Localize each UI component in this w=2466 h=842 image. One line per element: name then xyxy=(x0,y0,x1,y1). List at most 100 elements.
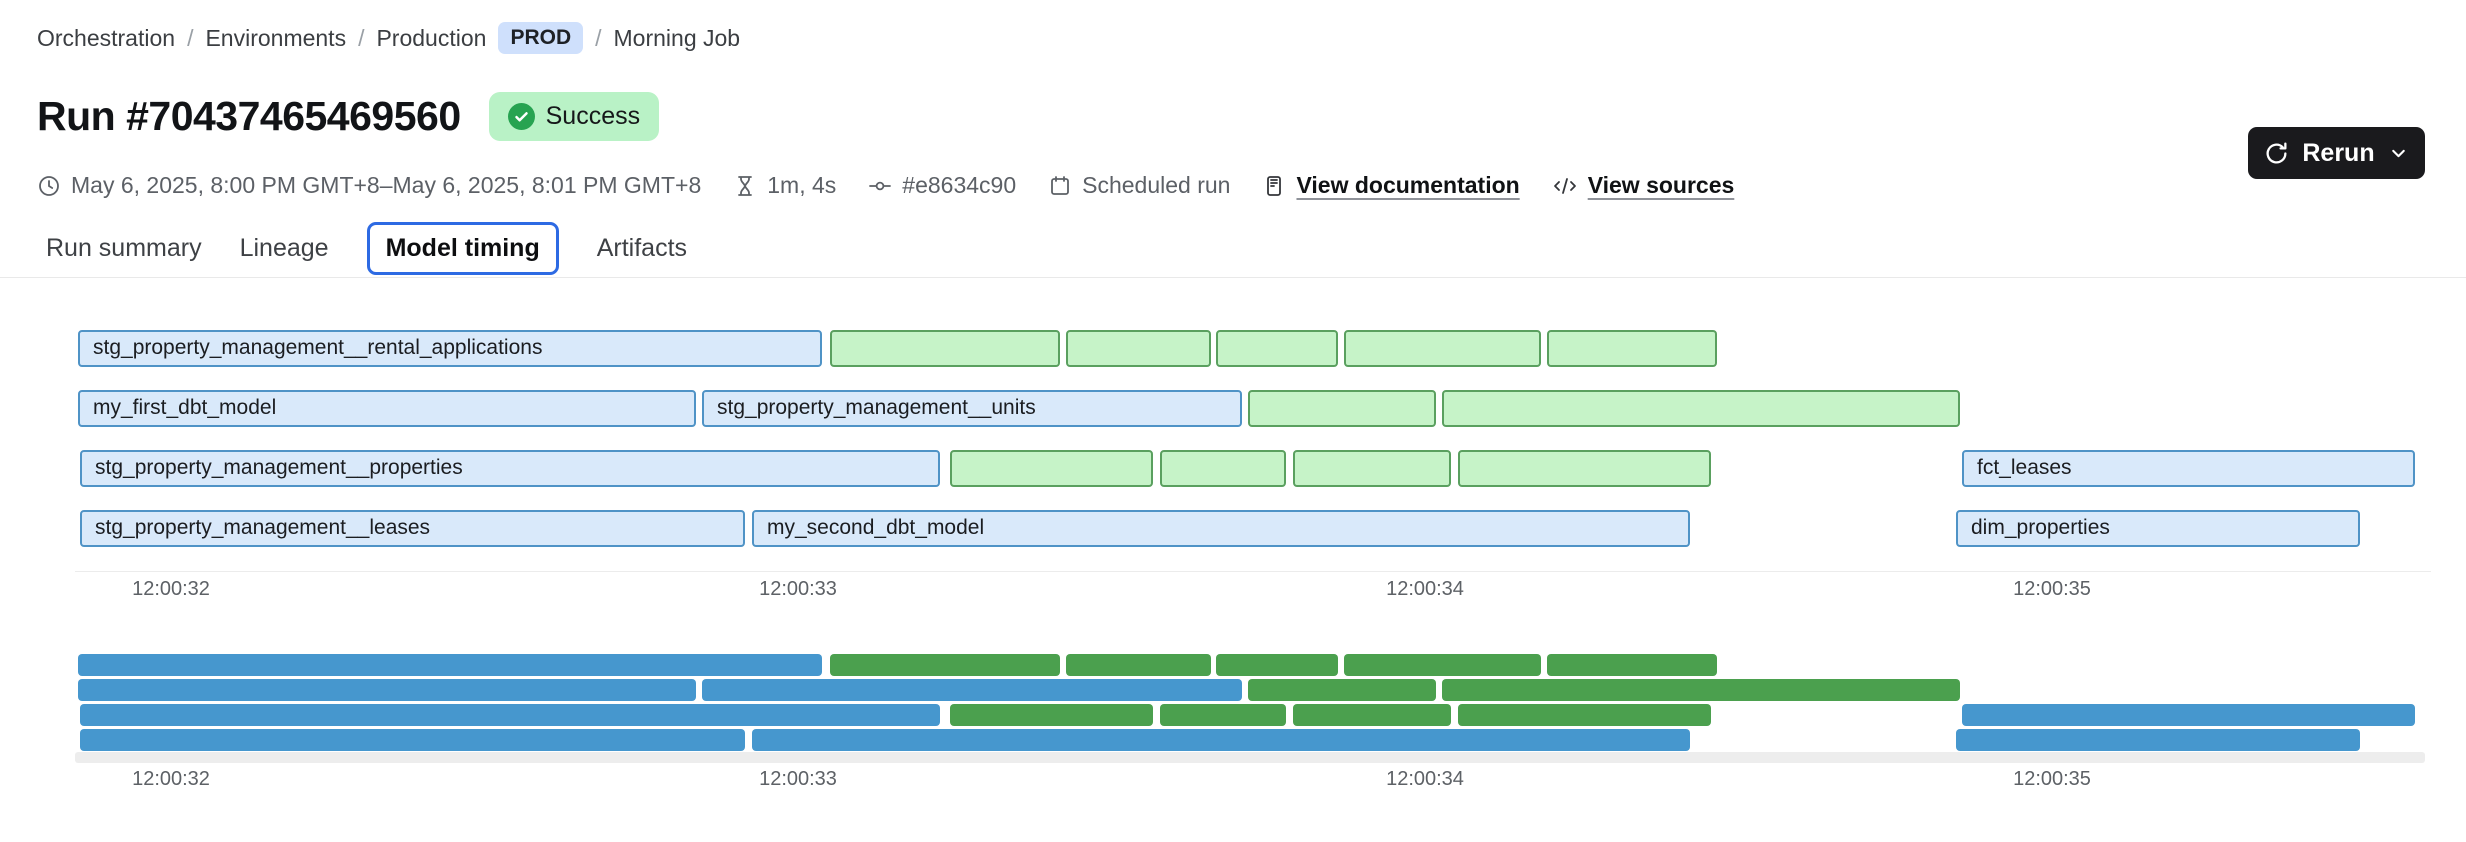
gantt-axis-line xyxy=(75,571,2431,572)
page-title: Run #70437465469560 xyxy=(37,93,461,139)
tab-artifacts[interactable]: Artifacts xyxy=(596,234,688,262)
title-row: Run #70437465469560 Success xyxy=(37,92,660,141)
minimap-bar[interactable] xyxy=(950,704,1153,726)
minimap-axis-tick: 12:00:35 xyxy=(2013,768,2091,790)
gantt-bar-label: dim_properties xyxy=(1971,516,2110,539)
minimap-bar[interactable] xyxy=(78,679,696,701)
status-badge-label: Success xyxy=(545,102,641,130)
minimap-bar[interactable] xyxy=(1160,704,1286,726)
minimap-bar[interactable] xyxy=(1547,654,1717,676)
minimap-track[interactable] xyxy=(75,752,2425,763)
minimap-axis-tick: 12:00:33 xyxy=(759,768,837,790)
gantt-bar[interactable] xyxy=(1160,450,1286,487)
gantt-bar[interactable] xyxy=(1547,330,1717,367)
minimap-bar[interactable] xyxy=(1066,654,1211,676)
gantt-bar[interactable] xyxy=(950,450,1153,487)
rerun-button-label: Rerun xyxy=(2302,138,2375,167)
run-duration-text: 1m, 4s xyxy=(767,172,837,198)
breadcrumb-separator: / xyxy=(187,24,194,51)
view-sources: View sources xyxy=(1552,172,1735,199)
gantt-bar-label: stg_property_management__leases xyxy=(95,516,431,539)
gantt-bar[interactable] xyxy=(1066,330,1211,367)
minimap-bar[interactable] xyxy=(1344,654,1541,676)
minimap-bar[interactable] xyxy=(1458,704,1711,726)
gantt-bar[interactable]: dim_properties xyxy=(1956,510,2360,547)
gantt-bar[interactable] xyxy=(1458,450,1711,487)
minimap-bar[interactable] xyxy=(830,654,1060,676)
gantt-bar-label: my_second_dbt_model xyxy=(767,516,985,539)
calendar-icon xyxy=(1048,174,1072,198)
gantt-axis-tick: 12:00:33 xyxy=(759,578,837,600)
run-trigger: Scheduled run xyxy=(1048,172,1230,199)
minimap-bar[interactable] xyxy=(1293,704,1451,726)
gantt-bar[interactable] xyxy=(1442,390,1960,427)
tab-bar: Run summary Lineage Model timing Artifac… xyxy=(46,222,687,275)
gantt-bar[interactable]: my_second_dbt_model xyxy=(752,510,1690,547)
commit-icon xyxy=(868,174,892,198)
gantt-axis-tick: 12:00:35 xyxy=(2013,578,2091,600)
gantt-bar[interactable] xyxy=(1344,330,1541,367)
gantt-bar-label: fct_leases xyxy=(1977,456,2072,479)
gantt-bar-label: my_first_dbt_model xyxy=(93,396,277,419)
clock-icon xyxy=(37,174,61,198)
minimap-bar[interactable] xyxy=(78,654,822,676)
minimap-bar[interactable] xyxy=(1962,704,2415,726)
minimap-bar[interactable] xyxy=(752,729,1690,751)
minimap-bar[interactable] xyxy=(1248,679,1436,701)
breadcrumb: Orchestration / Environments / Productio… xyxy=(37,22,740,54)
gantt-bar-label: stg_property_management__rental_applicat… xyxy=(93,336,543,359)
gantt-bar[interactable]: my_first_dbt_model xyxy=(78,390,696,427)
run-trigger-text: Scheduled run xyxy=(1082,172,1231,198)
minimap-bar[interactable] xyxy=(702,679,1242,701)
gantt-bar[interactable]: stg_property_management__units xyxy=(702,390,1242,427)
commit-hash: #e8634c90 xyxy=(868,172,1016,199)
tab-lineage[interactable]: Lineage xyxy=(239,234,329,262)
gantt-bar[interactable]: fct_leases xyxy=(1962,450,2415,487)
gantt-bar[interactable]: stg_property_management__leases xyxy=(80,510,745,547)
run-meta: May 6, 2025, 8:00 PM GMT+8–May 6, 2025, … xyxy=(37,172,1734,199)
run-time-range: May 6, 2025, 8:00 PM GMT+8–May 6, 2025, … xyxy=(37,172,701,199)
minimap-bar[interactable] xyxy=(80,704,940,726)
view-documentation-link[interactable]: View documentation xyxy=(1296,172,1520,198)
environment-badge: PROD xyxy=(498,22,584,54)
breadcrumb-item-orchestration[interactable]: Orchestration xyxy=(37,24,176,51)
gantt-axis-tick: 12:00:34 xyxy=(1386,578,1464,600)
minimap-bar[interactable] xyxy=(1956,729,2360,751)
run-duration: 1m, 4s xyxy=(733,172,836,199)
document-icon xyxy=(1262,174,1286,198)
breadcrumb-separator: / xyxy=(358,24,365,51)
breadcrumb-separator: / xyxy=(595,24,602,51)
hourglass-icon xyxy=(733,174,757,198)
tab-bar-divider xyxy=(0,277,2466,278)
run-time-range-text: May 6, 2025, 8:00 PM GMT+8–May 6, 2025, … xyxy=(71,172,702,198)
view-documentation: View documentation xyxy=(1262,172,1520,199)
breadcrumb-item-job[interactable]: Morning Job xyxy=(613,24,741,51)
gantt-bar[interactable] xyxy=(1216,330,1338,367)
breadcrumb-item-environments[interactable]: Environments xyxy=(205,24,347,51)
status-badge: Success xyxy=(488,92,660,141)
rerun-button[interactable]: Rerun xyxy=(2248,127,2425,179)
breadcrumb-item-production[interactable]: Production xyxy=(376,24,487,51)
refresh-icon xyxy=(2264,141,2289,166)
tab-model-timing[interactable]: Model timing xyxy=(366,222,559,275)
gantt-bar[interactable]: stg_property_management__properties xyxy=(80,450,940,487)
gantt-bar[interactable]: stg_property_management__rental_applicat… xyxy=(78,330,822,367)
gantt-bar[interactable] xyxy=(1248,390,1436,427)
code-icon xyxy=(1552,174,1578,198)
minimap-bar[interactable] xyxy=(1216,654,1338,676)
minimap-bar[interactable] xyxy=(1442,679,1960,701)
chevron-down-icon xyxy=(2388,143,2409,164)
gantt-bar[interactable] xyxy=(1293,450,1451,487)
check-icon xyxy=(507,103,535,130)
minimap-bar[interactable] xyxy=(80,729,745,751)
view-sources-link[interactable]: View sources xyxy=(1587,172,1735,198)
tab-run-summary[interactable]: Run summary xyxy=(46,234,202,262)
commit-hash-text: #e8634c90 xyxy=(902,172,1017,198)
gantt-bar-label: stg_property_management__units xyxy=(717,396,1036,419)
gantt-axis-tick: 12:00:32 xyxy=(132,578,210,600)
gantt-bar[interactable] xyxy=(830,330,1060,367)
